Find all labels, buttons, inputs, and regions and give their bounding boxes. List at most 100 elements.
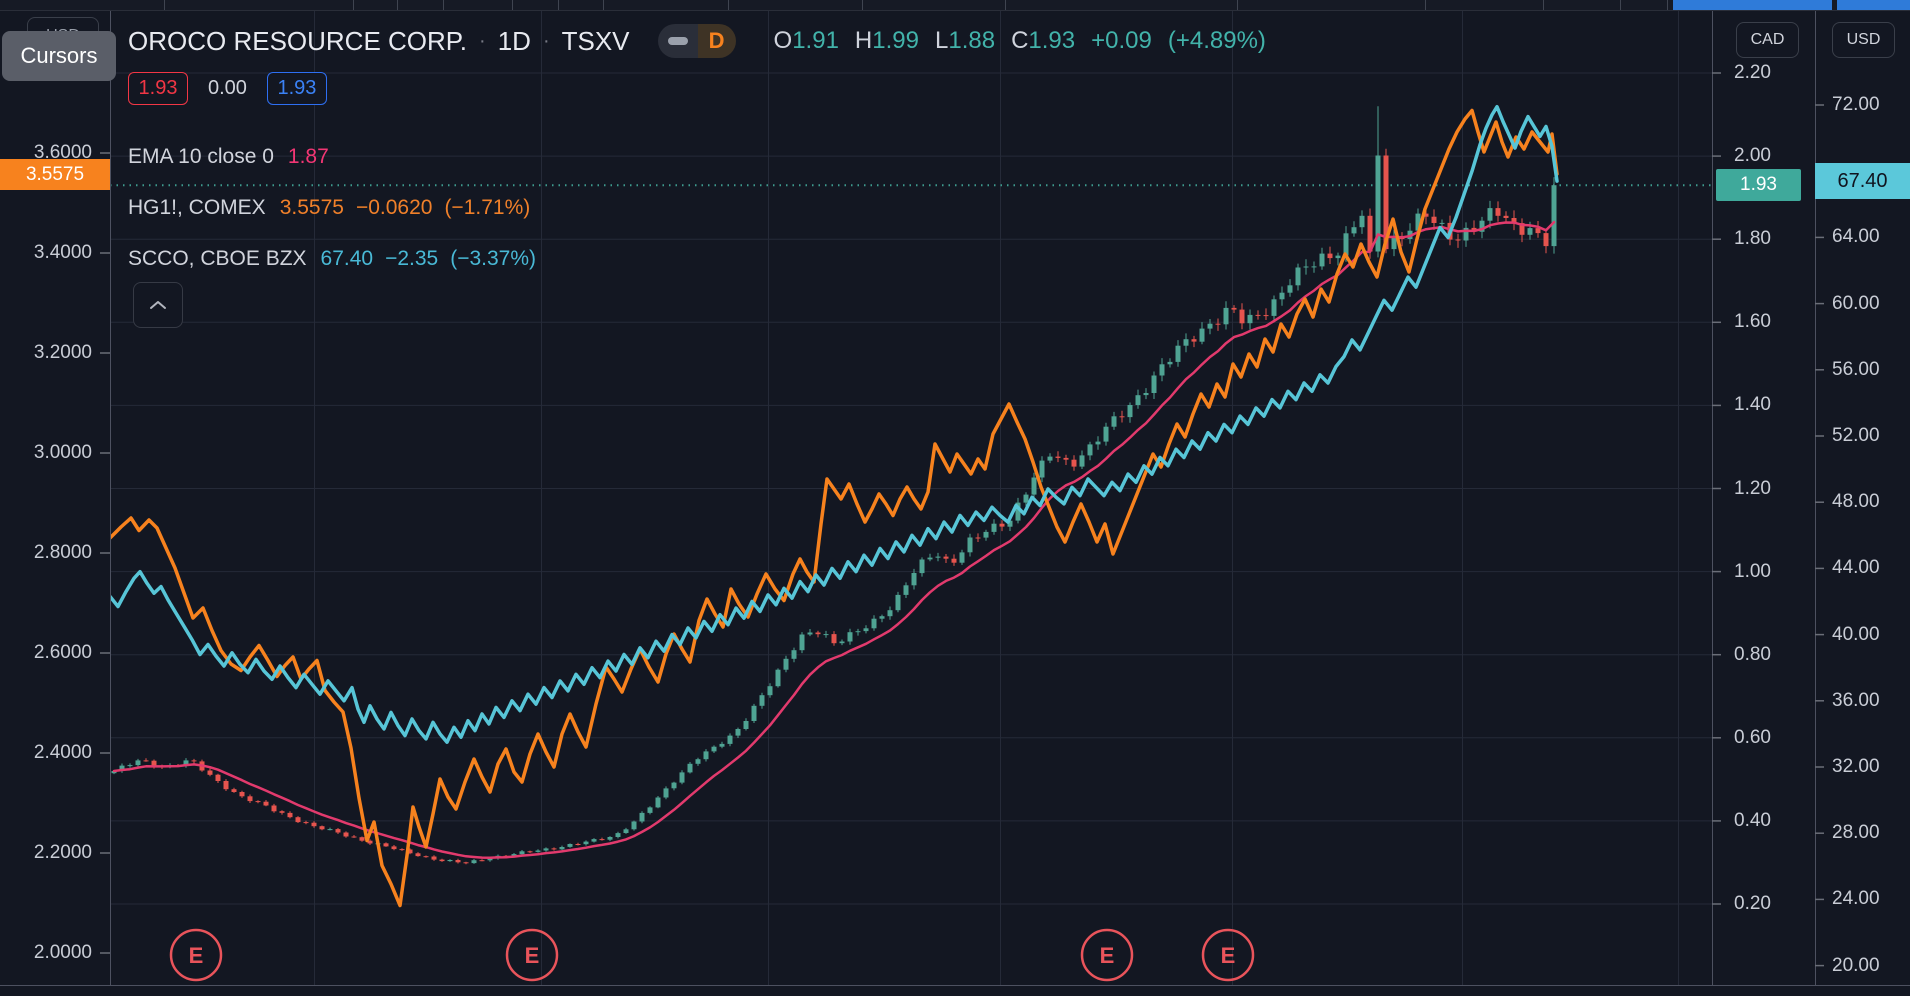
oroco-last-price-badge: 1.93 (1716, 169, 1801, 202)
symbol-title[interactable]: OROCO RESOURCE CORP. (128, 25, 468, 56)
top-strip-separator (1005, 0, 1006, 10)
axis-tick-label: 3.2000 (33, 342, 92, 363)
legend-row-ema[interactable]: EMA 10 close 0 1.87 (128, 144, 329, 170)
cad-currency-button[interactable]: CAD (1736, 22, 1799, 58)
top-strip-highlight (1837, 0, 1910, 10)
axis-frame (0, 10, 1910, 986)
axis-tick-label: 2.00 (1734, 145, 1771, 167)
axis-tick-label: 44.00 (1832, 557, 1880, 579)
order-price-row: 1.93 0.00 1.93 (128, 71, 327, 105)
scco-line[interactable] (110, 104, 1559, 744)
axis-tick-label: 0.40 (1734, 809, 1771, 831)
axis-tick-label: 0.20 (1734, 893, 1771, 914)
ohlc-readout: O1.91 H1.99 L1.88 C1.93 +0.09 (+4.89%) (773, 27, 1266, 54)
hg1-last-price-badge: 3.5575 (0, 159, 110, 191)
axis-tick-label: 0.60 (1734, 726, 1771, 748)
interval-toggle-d-label: D (697, 24, 736, 58)
cursors-tooltip: Cursors (2, 31, 116, 81)
axis-tick-label: 52.00 (1832, 425, 1880, 446)
usd-currency-button[interactable]: USD (1832, 22, 1895, 58)
top-strip-separator (1543, 0, 1544, 10)
axis-tick-label: 56.00 (1832, 358, 1880, 380)
axis-tick-label: 3.6000 (33, 142, 92, 163)
cad-price-axis[interactable]: CAD 2.20 2.00 1.80 1.60 1.40 1.20 1.00 0.80 0.60… (1712, 10, 1815, 985)
top-strip-highlight (1673, 0, 1832, 10)
axis-tick-label: 3.0000 (33, 442, 92, 463)
axis-tick-label: 32.00 (1832, 756, 1880, 777)
top-strip-separator (558, 0, 559, 10)
usd-price-axis[interactable]: USD 72.00 64.00 60.00 56.00 52.00 48.00 44.00 4… (1815, 10, 1910, 985)
sell-price-button[interactable]: 1.93 (128, 71, 188, 105)
axis-tick-label: 48.00 (1832, 491, 1880, 513)
close-value: 1.93 (1028, 27, 1076, 54)
axis-tick-label: 1.20 (1734, 477, 1771, 499)
legend-collapse-button[interactable] (133, 282, 183, 328)
change-percent-value: (+4.89%) (1167, 27, 1266, 54)
axis-tick-label: 60.00 (1832, 292, 1880, 314)
top-strip-separator (397, 0, 398, 10)
hg1-legend-change-percent: (−1.71%) (444, 196, 531, 219)
top-strip-separator (1667, 0, 1668, 10)
legend-row-scco[interactable]: SCCO, CBOE BZX 67.40 −2.35 (−3.37%) (128, 246, 536, 272)
svg-text:E: E (525, 943, 540, 968)
axis-tick-label: 64.00 (1832, 226, 1880, 248)
top-strip-separator (353, 0, 354, 10)
interval-toggle[interactable]: D (657, 24, 736, 58)
top-strip-separator (1237, 0, 1238, 10)
earnings-marker[interactable]: E (505, 928, 559, 982)
top-strip-separator (728, 0, 729, 10)
earnings-marker[interactable]: E (169, 928, 223, 982)
axis-tick-label: 1.00 (1734, 560, 1771, 582)
hg1-line[interactable] (110, 108, 1559, 908)
axis-tick-label: 28.00 (1832, 822, 1880, 844)
price-grid (110, 10, 1712, 985)
axis-tick-label: 2.20 (1734, 62, 1771, 83)
axis-tick-label: 0.80 (1734, 643, 1771, 665)
change-value: +0.09 (1091, 27, 1152, 54)
axis-tick-label: 1.40 (1734, 394, 1771, 416)
ema-legend-value: 1.87 (287, 145, 329, 168)
top-strip-separator (603, 0, 604, 10)
scco-legend-change: −2.35 (385, 247, 439, 270)
spread-value: 0.00 (208, 76, 247, 99)
top-strip-separator (1620, 0, 1621, 10)
open-value: 1.91 (792, 27, 839, 54)
axis-tick-label: 1.60 (1734, 311, 1771, 333)
hg1-legend-change: −0.0620 (355, 196, 433, 219)
candlestick-series[interactable] (111, 106, 1557, 865)
earnings-marker[interactable]: E (1080, 928, 1134, 982)
scco-legend-change-percent: (−3.37%) (450, 247, 537, 270)
scco-last-price-badge: 67.40 (1815, 163, 1910, 200)
symbol-header: OROCO RESOURCE CORP. · 1D · TSXV D O1.91… (128, 24, 1266, 58)
axis-tick-label: 72.00 (1832, 94, 1880, 115)
exchange-label[interactable]: TSXV (561, 25, 630, 56)
interval-label[interactable]: 1D (497, 25, 531, 56)
chevron-up-icon (150, 301, 166, 309)
title-separator: · (542, 29, 550, 52)
ema-line[interactable] (112, 220, 1556, 860)
top-strip-separator (862, 0, 863, 10)
axis-tick-label: 20.00 (1832, 954, 1880, 976)
earnings-marker[interactable]: E (1201, 928, 1255, 982)
axis-tick-label: 24.00 (1832, 888, 1880, 910)
axis-tick-label: 36.00 (1832, 689, 1880, 711)
buy-price-button[interactable]: 1.93 (266, 71, 327, 105)
top-strip-separator (443, 0, 444, 10)
legend-row-hg1[interactable]: HG1!, COMEX 3.5575 −0.0620 (−1.71%) (128, 195, 530, 221)
svg-text:E: E (189, 943, 204, 968)
axis-tick-label: 2.4000 (33, 742, 92, 763)
top-strip (0, 0, 1910, 11)
scco-legend-label: SCCO, CBOE BZX (128, 247, 307, 270)
axis-tick-label: 2.0000 (33, 942, 92, 963)
hg1-legend-label: HG1!, COMEX (128, 196, 266, 219)
axis-tick-label: 2.8000 (33, 542, 92, 563)
left-price-axis[interactable]: 3.6000 3.4000 3.2000 3.0000 2.8000 2.6000 2.40… (0, 10, 110, 985)
scco-legend-value: 67.40 (320, 247, 374, 270)
title-separator: · (479, 29, 486, 52)
high-value: 1.99 (872, 27, 919, 54)
axis-tick-label: 3.4000 (33, 242, 92, 263)
top-strip-separator (1425, 0, 1426, 10)
